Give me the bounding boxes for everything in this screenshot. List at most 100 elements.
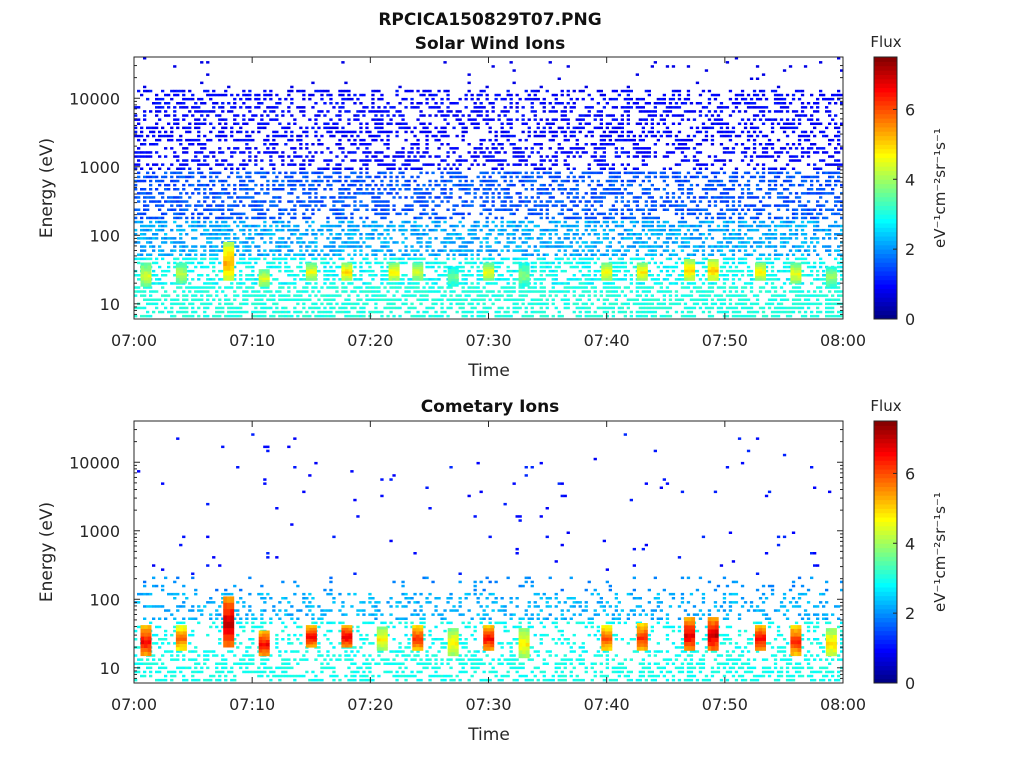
background-cell — [227, 163, 231, 166]
background-cell — [347, 314, 351, 318]
background-cell — [572, 290, 576, 293]
background-cell — [356, 188, 360, 191]
background-cell — [227, 102, 231, 105]
background-cell — [218, 302, 222, 306]
background-cell — [392, 114, 396, 117]
background-cell — [350, 159, 354, 162]
background-cell — [419, 155, 423, 158]
background-cell — [152, 249, 156, 252]
background-cell — [419, 237, 423, 240]
background-cell — [380, 265, 384, 269]
background-cell — [317, 306, 321, 310]
background-cell — [365, 302, 369, 306]
background-cell — [527, 118, 531, 121]
background-cell — [146, 151, 150, 154]
background-cell — [257, 130, 261, 134]
background-cell — [386, 278, 390, 281]
background-cell — [572, 237, 576, 240]
background-cell — [404, 302, 408, 306]
background-cell — [272, 179, 276, 183]
background-cell — [584, 314, 588, 318]
background-cell — [215, 224, 219, 228]
background-cell — [422, 228, 426, 232]
background-cell — [203, 188, 207, 191]
background-cell — [638, 147, 642, 150]
background-cell — [212, 278, 216, 281]
background-cell — [464, 241, 468, 244]
background-cell — [317, 208, 321, 211]
background-cell — [557, 265, 561, 269]
background-cell — [578, 314, 582, 318]
background-cell — [605, 224, 609, 228]
background-cell — [515, 147, 519, 150]
background-cell — [134, 228, 138, 232]
background-cell — [476, 302, 480, 306]
background-cell — [383, 306, 387, 310]
background-cell — [386, 122, 390, 125]
background-cell — [608, 192, 612, 195]
background-cell — [383, 274, 387, 277]
background-cell — [461, 241, 465, 244]
background-cell — [290, 269, 294, 273]
background-cell — [389, 282, 393, 285]
background-cell — [539, 241, 543, 244]
background-cell — [617, 249, 621, 252]
background-cell — [635, 241, 639, 244]
background-cell — [362, 290, 366, 293]
background-cell — [200, 163, 204, 166]
background-cell — [134, 118, 138, 121]
background-cell — [155, 106, 159, 109]
background-cell — [188, 224, 192, 228]
background-cell — [140, 167, 144, 170]
background-cell — [533, 298, 537, 301]
background-cell — [650, 298, 654, 301]
background-cell — [350, 130, 354, 134]
background-cell — [512, 212, 516, 216]
background-cell — [365, 163, 369, 166]
background-cell — [377, 212, 381, 216]
background-cell — [230, 282, 234, 285]
background-cell — [545, 314, 549, 318]
background-cell — [548, 61, 552, 64]
background-cell — [335, 179, 339, 183]
background-cell — [332, 204, 336, 207]
background-cell — [485, 200, 489, 203]
background-cell — [338, 188, 342, 191]
background-cell — [374, 228, 378, 232]
background-cell — [149, 175, 153, 179]
background-cell — [374, 249, 378, 252]
background-cell — [341, 61, 345, 64]
background-cell — [446, 122, 450, 125]
background-cell — [215, 282, 219, 285]
background-cell — [218, 192, 222, 195]
background-cell — [587, 171, 591, 175]
background-cell — [599, 159, 603, 162]
background-cell — [179, 216, 183, 220]
background-cell — [164, 220, 168, 224]
background-cell — [398, 249, 402, 252]
background-cell — [284, 224, 288, 228]
background-cell — [425, 130, 429, 134]
background-cell — [377, 171, 381, 175]
background-cell — [152, 310, 156, 314]
background-cell — [383, 216, 387, 220]
background-cell — [197, 286, 201, 289]
background-cell — [161, 212, 165, 216]
background-cell — [173, 298, 177, 301]
background-cell — [203, 290, 207, 293]
background-cell — [602, 97, 606, 101]
background-cell — [176, 200, 180, 203]
background-cell — [239, 163, 243, 166]
background-cell — [620, 122, 624, 125]
background-cell — [587, 257, 591, 261]
background-cell — [185, 294, 189, 297]
background-cell — [245, 261, 249, 265]
background-cell — [398, 155, 402, 158]
background-cell — [137, 163, 141, 166]
background-cell — [284, 298, 288, 301]
background-cell — [245, 171, 249, 175]
background-cell — [215, 216, 219, 220]
background-cell — [233, 298, 237, 301]
background-cell — [278, 171, 282, 175]
background-cell — [425, 89, 429, 93]
